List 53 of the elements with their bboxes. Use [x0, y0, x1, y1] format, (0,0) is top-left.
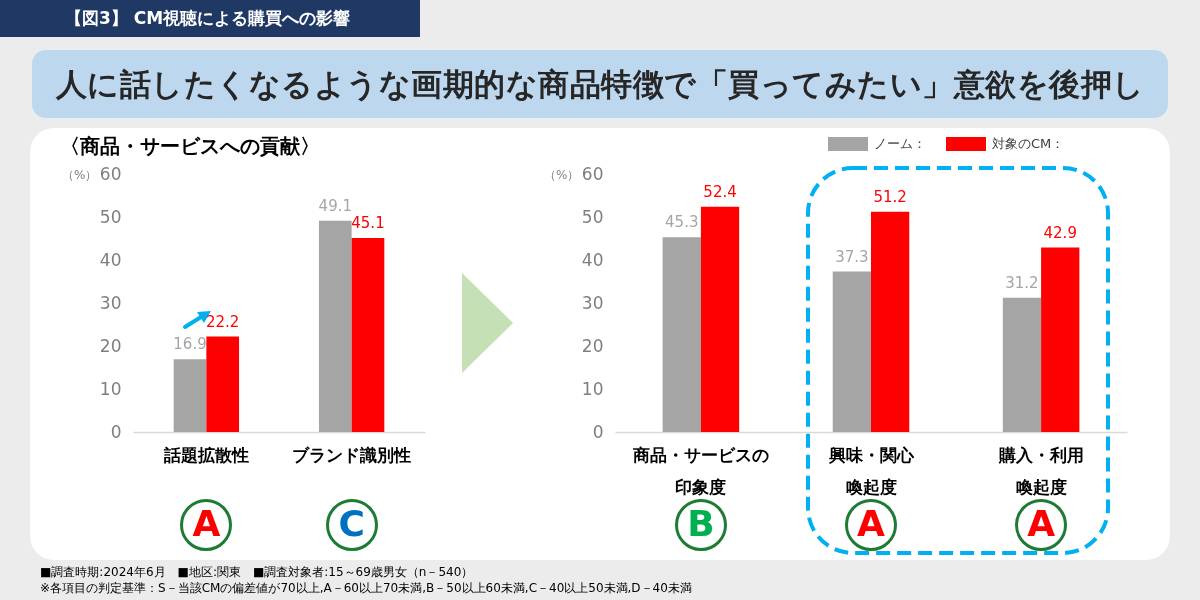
x-tick-label: 話題拡散性 — [162, 444, 249, 465]
y-tick-label: 50 — [99, 206, 122, 227]
x-tick-label: 興味・関心喚起度 — [827, 444, 915, 497]
x-tick-label: 購入・利用喚起度 — [997, 444, 1084, 497]
y-tick-label: 30 — [581, 292, 604, 313]
y-tick-label: 50 — [581, 206, 604, 227]
data-label: 49.1 — [318, 196, 352, 215]
text: 人に話したくなるような画期的な商品特徴で「買ってみたい」意欲を後押し — [54, 65, 1146, 104]
y-tick-label: 30 — [99, 292, 122, 313]
text: 〈商品・サービスへの貢献〉 — [60, 133, 320, 160]
bar — [832, 271, 871, 432]
y-axis-title: （%） — [62, 167, 98, 182]
x-tick-label: 商品・サービスの印象度 — [631, 444, 769, 497]
bar — [871, 211, 910, 432]
y-tick-label: 40 — [99, 249, 122, 270]
y-tick-label: 60 — [581, 163, 604, 184]
y-tick-label: 0 — [592, 421, 604, 442]
text: A — [1026, 503, 1057, 544]
bar — [173, 359, 207, 432]
bar — [1002, 297, 1042, 432]
data-label: 37.3 — [835, 247, 869, 266]
text: ■調査時期:2024年6月 ■地区:関東 ■調査対象者:15～69歳男女（n－540） — [40, 564, 475, 580]
data-label: 51.2 — [873, 187, 907, 206]
x-tick-label: ブランド識別性 — [292, 444, 412, 465]
data-label: 42.9 — [1043, 223, 1077, 242]
y-tick-label: 20 — [581, 335, 604, 356]
y-axis-title: （%） — [544, 167, 580, 182]
bar — [351, 238, 385, 432]
text: A — [191, 503, 222, 544]
y-tick-label: 40 — [581, 249, 604, 270]
data-label: 22.2 — [206, 312, 240, 331]
text: C — [337, 503, 366, 544]
y-tick-label: 20 — [99, 335, 122, 356]
chart-title: 【図3】 CM視聴による購買への影響 — [65, 7, 351, 30]
data-label: 45.1 — [351, 214, 385, 233]
bar — [662, 237, 701, 432]
bar — [318, 220, 352, 432]
legend-label: 対象のCM： — [992, 136, 1065, 151]
text: B — [686, 503, 716, 544]
data-label: 52.4 — [703, 182, 737, 201]
text: ※各項目の判定基準：S－当該CMの偏差値が70以上,A－60以上70未満,B－50以上60未満,C－40以上50未満,D－40未満 — [40, 580, 692, 596]
y-tick-label: 10 — [99, 378, 122, 399]
data-label: 45.3 — [665, 213, 699, 232]
data-label: 31.2 — [1005, 273, 1039, 292]
text: A — [856, 503, 886, 544]
y-tick-label: 10 — [581, 378, 604, 399]
y-tick-label: 60 — [99, 163, 122, 184]
bar — [1041, 247, 1080, 432]
y-tick-label: 0 — [110, 421, 122, 442]
data-label: 16.9 — [173, 335, 207, 354]
bar — [700, 206, 740, 432]
bar — [206, 336, 240, 432]
legend-label: ノーム： — [874, 136, 926, 151]
